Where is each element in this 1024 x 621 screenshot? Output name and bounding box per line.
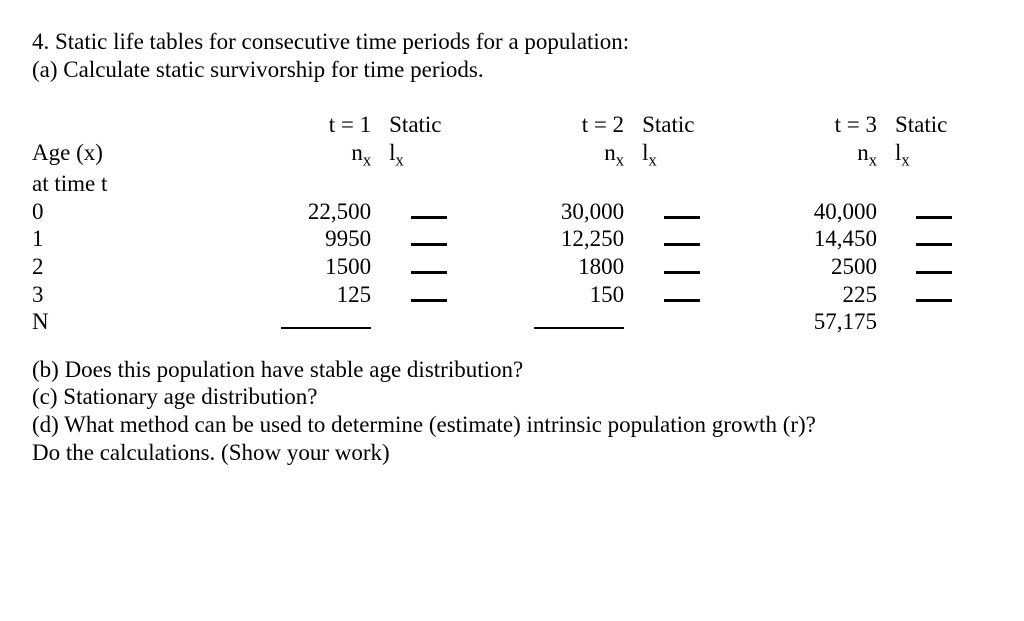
static-label-2: Static — [624, 111, 739, 139]
nx-cell: 22,500 — [233, 198, 371, 226]
nx-cell: 1500 — [233, 253, 371, 281]
header-row-t: t = 1 Static t = 2 Static t = 3 Static — [32, 111, 992, 139]
static-label-3: Static — [877, 111, 992, 139]
intro-line-1: 4. Static life tables for consecutive ti… — [32, 28, 992, 56]
nx-header-1: nx — [233, 139, 371, 170]
lx-header-3: lx — [877, 139, 992, 170]
lx-blank — [371, 281, 486, 309]
life-table-body: 0 22,500 30,000 40,000 1 9950 12,250 14,… — [32, 198, 992, 336]
nx-header-3: nx — [739, 139, 877, 170]
nx-cell: 225 — [739, 281, 877, 309]
life-table-head: t = 1 Static t = 2 Static t = 3 Static A… — [32, 111, 992, 198]
t-label-2: t = 2 — [486, 111, 624, 139]
table-row: 0 22,500 30,000 40,000 — [32, 198, 992, 226]
n-value-t3: 57,175 — [739, 308, 877, 336]
lx-blank — [877, 253, 992, 281]
problem-intro: 4. Static life tables for consecutive ti… — [32, 28, 992, 83]
problem-page: 4. Static life tables for consecutive ti… — [0, 0, 1024, 466]
lx-blank — [877, 198, 992, 226]
t-label-3: t = 3 — [739, 111, 877, 139]
life-table: t = 1 Static t = 2 Static t = 3 Static A… — [32, 111, 992, 336]
t-label-1: t = 1 — [233, 111, 371, 139]
lx-blank — [624, 253, 739, 281]
age-cell: 3 — [32, 281, 233, 309]
lx-blank — [624, 281, 739, 309]
intro-line-2: (a) Calculate static survivorship for ti… — [32, 56, 992, 84]
table-row: 2 1500 1800 2500 — [32, 253, 992, 281]
nx-cell: 12,250 — [486, 225, 624, 253]
age-header: Age (x) — [32, 139, 233, 170]
header-row-age: Age (x) nx lx nx lx nx lx — [32, 139, 992, 170]
n-blank — [233, 308, 371, 336]
lx-header-2: lx — [624, 139, 739, 170]
header-row-sub: at time t — [32, 170, 992, 198]
nx-cell: 2500 — [739, 253, 877, 281]
question-d: (d) What method can be used to determine… — [32, 411, 992, 439]
nx-cell: 125 — [233, 281, 371, 309]
lx-blank — [624, 225, 739, 253]
age-cell: 0 — [32, 198, 233, 226]
sub-questions: (b) Does this population have stable age… — [32, 356, 992, 466]
lx-blank — [371, 225, 486, 253]
total-row: N 57,175 — [32, 308, 992, 336]
age-subheader: at time t — [32, 170, 233, 198]
nx-cell: 30,000 — [486, 198, 624, 226]
lx-blank — [624, 198, 739, 226]
question-b: (b) Does this population have stable age… — [32, 356, 992, 384]
table-row: 3 125 150 225 — [32, 281, 992, 309]
table-row: 1 9950 12,250 14,450 — [32, 225, 992, 253]
nx-cell: 40,000 — [739, 198, 877, 226]
lx-blank — [877, 281, 992, 309]
question-do: Do the calculations. (Show your work) — [32, 439, 992, 467]
lx-blank — [371, 253, 486, 281]
age-cell: 1 — [32, 225, 233, 253]
static-label-1: Static — [371, 111, 486, 139]
nx-cell: 1800 — [486, 253, 624, 281]
lx-blank — [371, 198, 486, 226]
lx-blank — [877, 225, 992, 253]
nx-cell: 9950 — [233, 225, 371, 253]
nx-cell: 14,450 — [739, 225, 877, 253]
age-cell: 2 — [32, 253, 233, 281]
nx-cell: 150 — [486, 281, 624, 309]
nx-header-2: nx — [486, 139, 624, 170]
question-c: (c) Stationary age distribution? — [32, 383, 992, 411]
n-label: N — [32, 308, 233, 336]
lx-header-1: lx — [371, 139, 486, 170]
n-blank — [486, 308, 624, 336]
